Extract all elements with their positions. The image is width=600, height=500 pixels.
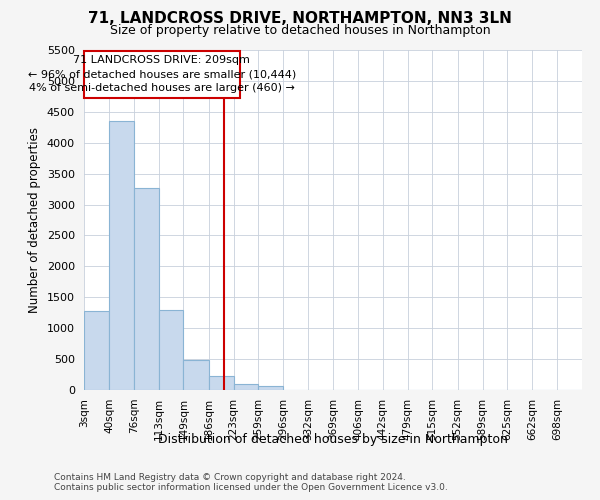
Text: Contains HM Land Registry data © Crown copyright and database right 2024.: Contains HM Land Registry data © Crown c… [54,472,406,482]
Bar [159,310,184,390]
Text: ← 96% of detached houses are smaller (10,444): ← 96% of detached houses are smaller (10… [28,69,296,79]
Bar [258,386,283,390]
Bar [233,384,258,390]
Text: 71, LANDCROSS DRIVE, NORTHAMPTON, NN3 3LN: 71, LANDCROSS DRIVE, NORTHAMPTON, NN3 3L… [88,11,512,26]
Bar [134,188,159,390]
Bar [209,376,233,390]
Bar [84,312,109,390]
Text: Distribution of detached houses by size in Northampton: Distribution of detached houses by size … [158,432,508,446]
Text: 4% of semi-detached houses are larger (460) →: 4% of semi-detached houses are larger (4… [29,83,295,93]
Text: Contains public sector information licensed under the Open Government Licence v3: Contains public sector information licen… [54,484,448,492]
Text: Size of property relative to detached houses in Northampton: Size of property relative to detached ho… [110,24,490,37]
Bar [184,360,209,390]
Y-axis label: Number of detached properties: Number of detached properties [28,127,41,313]
Text: 71 LANDCROSS DRIVE: 209sqm: 71 LANDCROSS DRIVE: 209sqm [73,55,250,65]
Bar [109,121,134,390]
